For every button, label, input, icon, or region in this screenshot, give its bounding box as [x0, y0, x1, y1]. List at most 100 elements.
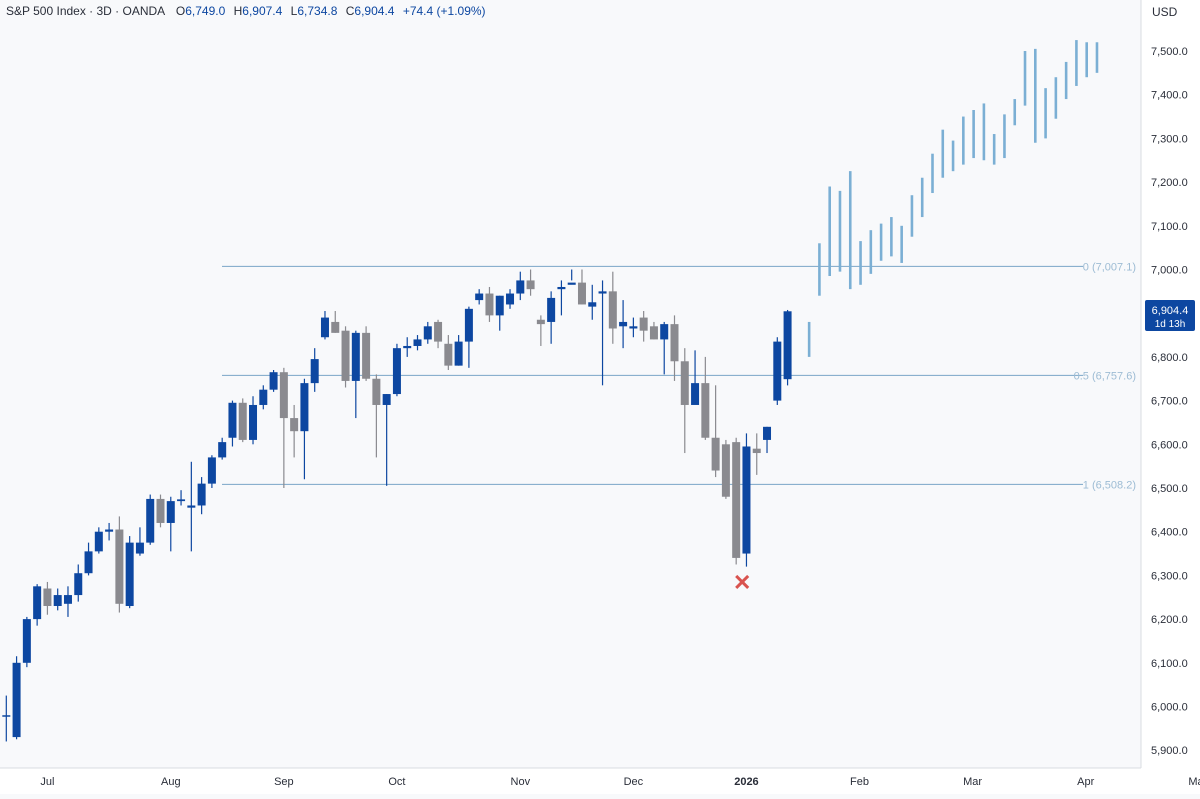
last-price-tag-bg [1145, 300, 1195, 331]
price-axis-tick-label: 6,200.0 [1151, 614, 1188, 626]
candle-body [33, 586, 42, 620]
candle-body [84, 551, 93, 574]
candle-body [279, 372, 288, 419]
candle-body [495, 295, 504, 316]
candle-body [320, 317, 329, 338]
candle-body [207, 457, 216, 484]
candle-body [249, 404, 258, 440]
low-label: L [291, 4, 298, 18]
candle-body [423, 326, 432, 340]
candle-body [413, 339, 422, 346]
price-axis-tick-label: 6,500.0 [1151, 483, 1188, 495]
candle-body [53, 595, 62, 606]
candle-body [711, 437, 720, 471]
candle-body [454, 341, 463, 366]
price-axis-panel[interactable] [1141, 0, 1200, 794]
symbol-title: S&P 500 Index · 3D · OANDA [6, 4, 165, 18]
candle-body [392, 348, 401, 395]
high-value: 6,907.4 [242, 4, 282, 18]
open-label: O [176, 4, 185, 18]
time-axis-label: May [1188, 776, 1200, 788]
candle-body [238, 402, 247, 440]
candle-body [22, 619, 31, 663]
candle-body [464, 308, 473, 342]
candle-body [105, 529, 114, 532]
price-axis-tick-label: 7,100.0 [1151, 221, 1188, 233]
candle-body [218, 442, 227, 458]
candle-body [701, 383, 710, 438]
close-label: C [346, 4, 355, 18]
candle-body [156, 498, 165, 523]
candle-body [773, 341, 782, 401]
price-axis-tick-label: 6,700.0 [1151, 396, 1188, 408]
candle-body [63, 595, 72, 604]
fib-level-label: 0.5 (6,757.6) [1074, 370, 1136, 382]
fib-level-label: 0 (7,007.1) [1083, 261, 1136, 273]
price-axis-tick-label: 7,500.0 [1151, 46, 1188, 58]
candle-body [74, 573, 83, 596]
candle-body [403, 345, 412, 349]
candle-body [197, 483, 206, 506]
bar-countdown: 1d 13h [1155, 319, 1186, 330]
candle-body [362, 332, 371, 379]
candle-body [588, 302, 597, 307]
price-axis-tick-label: 7,400.0 [1151, 90, 1188, 102]
fib-levels-group: 0 (7,007.1) 0.5 (6,757.6) 1 (6,508.2) [222, 261, 1136, 491]
candle-body [506, 293, 515, 305]
candle-body [680, 361, 689, 405]
candle-body [115, 529, 124, 604]
time-axis-label: Aug [161, 776, 181, 788]
price-axis-tick-label: 6,300.0 [1151, 570, 1188, 582]
header-legend: S&P 500 Index · 3D · OANDA O6,749.0 H6,9… [6, 4, 486, 18]
candle-body [187, 505, 196, 508]
candle-body [691, 383, 700, 405]
candle-body [259, 389, 268, 405]
candle-body [12, 662, 21, 738]
candle-body [177, 499, 186, 502]
candle-body [639, 317, 648, 331]
projection-bars-group [807, 40, 1099, 357]
price-axis-tick-label: 7,300.0 [1151, 133, 1188, 145]
candle-body [629, 326, 638, 329]
price-axis-labels: 5,900.0 6,000.0 6,100.0 6,200.0 6,300.0 6,400… [1151, 46, 1188, 757]
candle-body [228, 402, 237, 438]
candle-body [660, 324, 669, 340]
low-marker-stroke-b [735, 574, 750, 590]
candle-body [721, 444, 730, 497]
time-axis-label: Apr [1077, 776, 1094, 788]
candle-body [94, 531, 103, 552]
candle-body [372, 378, 381, 405]
low-marker-group [735, 574, 750, 590]
candle-body [670, 324, 679, 362]
candle-body [125, 542, 134, 606]
last-price-value: 6,904.4 [1152, 305, 1189, 317]
svg-text:S&P 500 Index · 3D · OANDA: S&P 500 Index · 3D · OANDA O6,749.0 H6,9… [6, 4, 486, 18]
candle-body [567, 282, 576, 285]
fib-level-label: 1 (6,508.2) [1083, 479, 1136, 491]
candle-body [763, 426, 772, 440]
price-axis-tick-label: 6,800.0 [1151, 352, 1188, 364]
price-axis-tick-label: 6,400.0 [1151, 527, 1188, 539]
currency-label[interactable]: USD [1152, 5, 1178, 19]
time-axis-label: 2026 [734, 776, 758, 788]
candle-body [146, 498, 155, 543]
low-value: 6,734.8 [297, 4, 337, 18]
time-axis-label: Oct [388, 776, 405, 788]
candle-body [516, 280, 525, 294]
high-label: H [234, 4, 243, 18]
price-axis-tick-label: 5,900.0 [1151, 745, 1188, 757]
price-axis-tick-label: 6,000.0 [1151, 702, 1188, 714]
candle-body [166, 501, 175, 523]
candle-body [536, 319, 545, 325]
price-axis-tick-label: 7,200.0 [1151, 177, 1188, 189]
time-axis-labels: JulAugSepOctNovDec2026FebMarAprMayJunJul… [40, 776, 1200, 788]
close-value: 6,904.4 [354, 4, 394, 18]
price-axis-tick-label: 7,000.0 [1151, 265, 1188, 277]
time-axis-panel[interactable] [0, 768, 1141, 794]
candle-body [351, 332, 360, 381]
candle-body [444, 343, 453, 366]
candle-body [382, 394, 391, 405]
